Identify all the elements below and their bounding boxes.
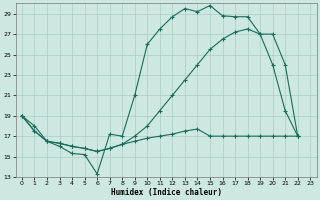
X-axis label: Humidex (Indice chaleur): Humidex (Indice chaleur) [111, 188, 221, 197]
